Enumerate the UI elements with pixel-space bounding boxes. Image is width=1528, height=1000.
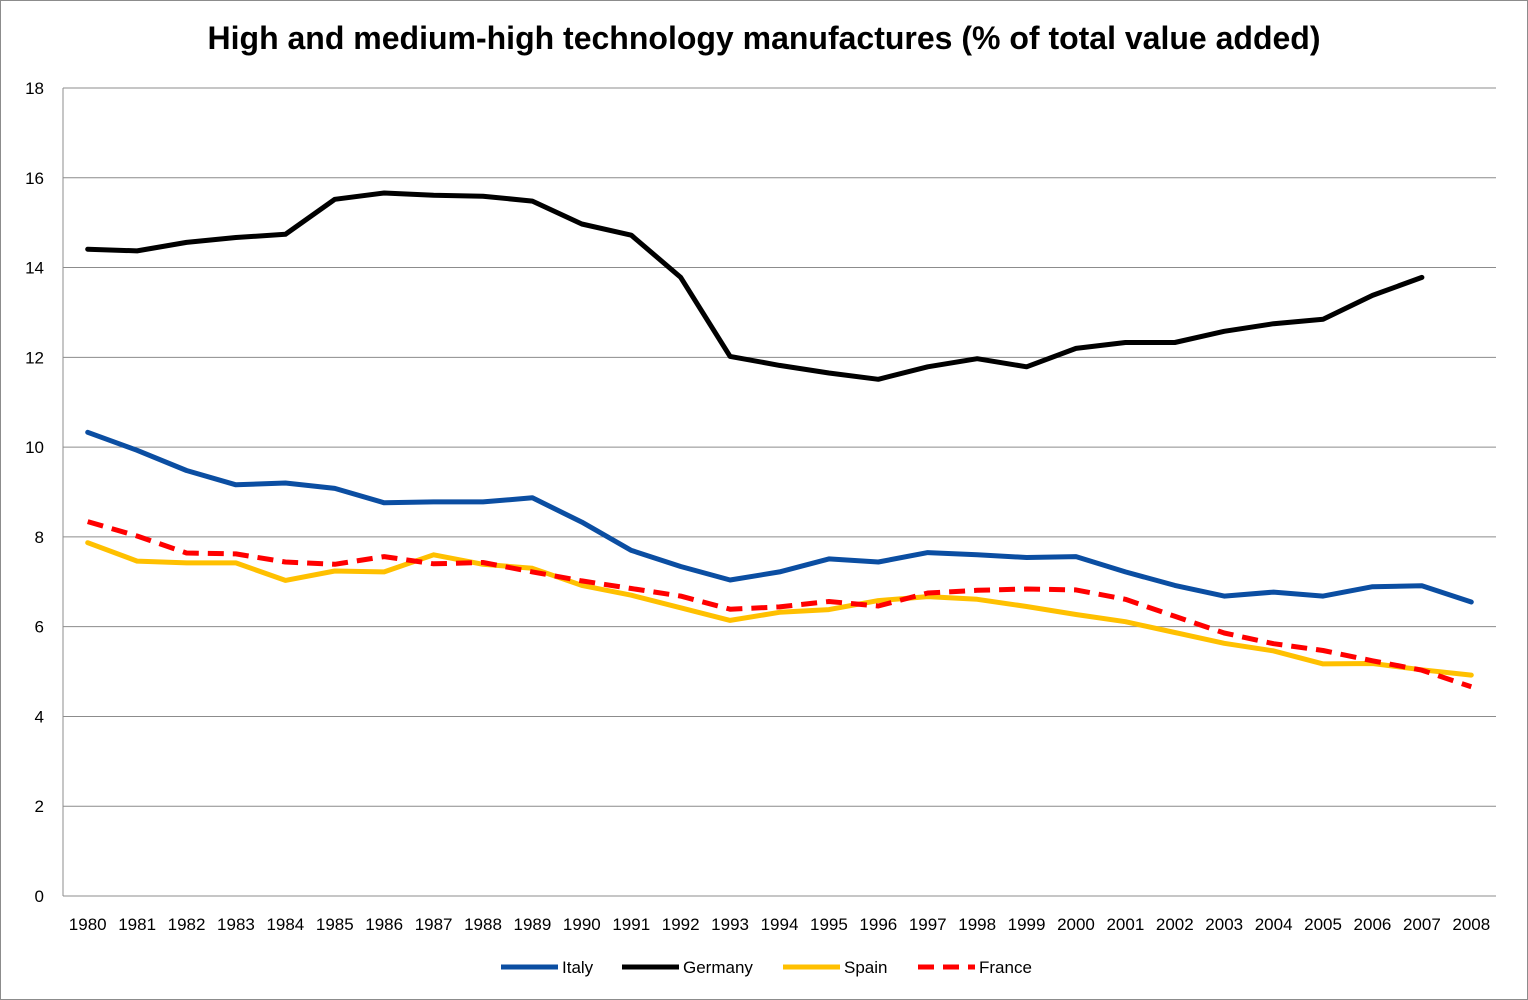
x-tick-label: 1981 [118,915,156,934]
x-tick-label: 2000 [1057,915,1095,934]
x-tick-label: 1988 [464,915,502,934]
x-tick-label: 1996 [859,915,897,934]
x-tick-label: 2005 [1304,915,1342,934]
y-tick-label: 14 [25,259,44,278]
legend-label-germany: Germany [683,958,753,977]
x-axis-tick-labels: 1980 1981 1982 1983 1984 1985 1986 1987 1988 1989… [69,915,1490,934]
legend-label-spain: Spain [844,958,887,977]
x-tick-label: 2003 [1205,915,1243,934]
x-tick-label: 1999 [1008,915,1046,934]
series-line-france [87,519,1473,690]
x-tick-label: 1991 [612,915,650,934]
x-tick-label: 1980 [69,915,107,934]
y-tick-label: 6 [35,618,44,637]
x-tick-label: 1994 [761,915,799,934]
series-line-spain [85,540,1474,678]
chart-title: High and medium-high technology manufact… [207,20,1321,56]
legend: Italy Germany Spain France [501,958,1032,977]
legend-label-italy: Italy [562,958,594,977]
y-axis-tick-labels: 0 2 4 6 8 10 12 14 16 18 [25,79,44,906]
y-tick-label: 4 [35,707,44,726]
legend-label-france: France [979,958,1032,977]
x-tick-label: 2008 [1452,915,1490,934]
x-tick-label: 1992 [662,915,700,934]
y-tick-label: 12 [25,348,44,367]
x-tick-label: 1982 [168,915,206,934]
x-tick-label: 1989 [514,915,552,934]
y-tick-label: 18 [25,79,44,98]
x-tick-label: 1993 [711,915,749,934]
x-tick-label: 1987 [415,915,453,934]
x-tick-label: 2001 [1106,915,1144,934]
series-line-italy [85,429,1474,605]
x-tick-label: 2007 [1403,915,1441,934]
x-tick-label: 2002 [1156,915,1194,934]
y-tick-label: 0 [35,887,44,906]
x-tick-label: 1997 [909,915,947,934]
x-tick-label: 1985 [316,915,354,934]
x-tick-label: 1984 [266,915,304,934]
x-tick-label: 1995 [810,915,848,934]
y-tick-label: 2 [35,797,44,816]
series-lines [85,190,1474,690]
x-tick-label: 2004 [1255,915,1293,934]
x-tick-label: 1990 [563,915,601,934]
gridlines [62,87,1496,897]
x-tick-label: 1983 [217,915,255,934]
y-tick-label: 8 [35,528,44,547]
y-tick-label: 10 [25,438,44,457]
x-tick-label: 1986 [365,915,403,934]
x-tick-label: 1998 [958,915,996,934]
x-tick-label: 2006 [1354,915,1392,934]
y-tick-label: 16 [25,169,44,188]
series-line-germany [85,190,1425,382]
